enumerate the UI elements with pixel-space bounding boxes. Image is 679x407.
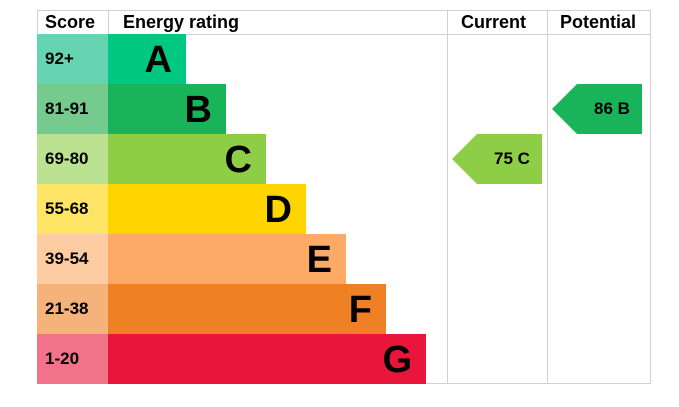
band-bar-f: F <box>108 284 386 334</box>
header-current: Current <box>461 12 527 32</box>
grid-line <box>547 10 548 384</box>
current-rating-arrow: 75 C <box>452 134 542 184</box>
epc-chart: Score Energy rating Current Potential 92… <box>37 10 651 384</box>
band-bar-e: E <box>108 234 346 284</box>
grid-line <box>37 34 651 35</box>
band-letter: G <box>382 339 412 381</box>
band-bar-g: G <box>108 334 426 384</box>
grid-line <box>37 10 651 11</box>
band-letter: C <box>224 139 252 181</box>
band-letter: D <box>264 189 292 231</box>
band-letter: E <box>306 239 332 281</box>
header-energy-rating: Energy rating <box>123 12 240 32</box>
potential-rating-arrow: 86 B <box>552 84 642 134</box>
current-rating-label: 75 C <box>494 149 530 168</box>
score-b: 81-91 <box>37 84 108 134</box>
score-f: 21-38 <box>37 284 108 334</box>
score-d: 55-68 <box>37 184 108 234</box>
score-a: 92+ <box>37 34 108 84</box>
header-score: Score <box>45 12 96 32</box>
score-c: 69-80 <box>37 134 108 184</box>
potential-rating-label: 86 B <box>594 99 630 118</box>
band-bar-c: C <box>108 134 266 184</box>
band-bar-b: B <box>108 84 226 134</box>
grid-line <box>447 10 448 384</box>
band-letter: B <box>184 89 212 131</box>
grid-line <box>650 10 651 384</box>
band-bar-d: D <box>108 184 306 234</box>
score-e: 39-54 <box>37 234 108 284</box>
band-letter: F <box>348 289 372 331</box>
band-letter: A <box>144 39 172 81</box>
band-bar-a: A <box>108 34 186 84</box>
header-potential: Potential <box>560 12 637 32</box>
score-g: 1-20 <box>37 334 108 384</box>
